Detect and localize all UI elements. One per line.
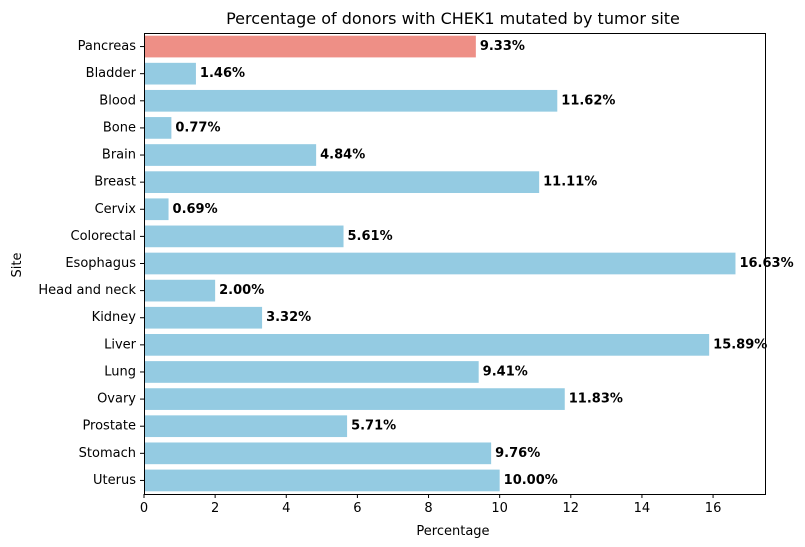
value-label-lung: 9.41%: [483, 364, 528, 379]
x-tick-label: 6: [353, 501, 361, 516]
y-tick-label-bladder: Bladder: [86, 66, 137, 81]
value-label-liver: 15.89%: [713, 337, 767, 352]
x-axis-ticks: 0 2 4 6 8 10 12 14 16: [140, 494, 721, 516]
x-tick-label: 4: [282, 501, 290, 516]
value-label-prostate: 5.71%: [351, 419, 396, 434]
x-tick-label: 12: [563, 501, 580, 516]
bar-liver: [144, 334, 710, 356]
bar-bladder: [144, 62, 196, 85]
value-label-uterus: 10.00%: [504, 473, 558, 488]
x-tick-label: 14: [634, 501, 651, 516]
plot-frame: [144, 33, 766, 495]
value-label-colorectal: 5.61%: [348, 229, 393, 244]
y-tick-label-uterus: Uterus: [93, 473, 136, 488]
y-tick-label-head-and-neck: Head and neck: [38, 283, 136, 298]
bar-bone: [144, 117, 172, 139]
bars-group: [144, 35, 736, 492]
y-tick-label-breast: Breast: [94, 175, 136, 190]
y-axis-label: Site: [10, 253, 25, 278]
value-label-head-and-neck: 2.00%: [219, 283, 264, 298]
bar-head-and-neck: [144, 279, 216, 302]
x-tick-label: 10: [491, 501, 508, 516]
y-axis-ticks: Pancreas Bladder Blood Bone Brain Breast Cervi…: [38, 39, 144, 488]
y-tick-label-pancreas: Pancreas: [78, 39, 137, 54]
bar-cervix: [144, 198, 169, 221]
value-labels-group: 9.33% 1.46% 11.62% 0.77% 4.84% 11.11% 0.69% 5.6…: [173, 39, 794, 488]
x-tick-label: 2: [211, 501, 219, 516]
value-label-breast: 11.11%: [543, 175, 597, 190]
bar-colorectal: [144, 225, 344, 248]
value-label-bladder: 1.46%: [200, 66, 245, 81]
value-label-pancreas: 9.33%: [480, 39, 525, 54]
y-tick-label-brain: Brain: [102, 148, 136, 163]
y-tick-label-ovary: Ovary: [97, 392, 136, 407]
y-tick-label-lung: Lung: [104, 364, 136, 379]
y-tick-label-cervix: Cervix: [95, 202, 137, 217]
value-label-stomach: 9.76%: [495, 446, 540, 461]
value-label-brain: 4.84%: [320, 148, 365, 163]
value-label-blood: 11.62%: [561, 93, 615, 108]
bar-brain: [144, 144, 317, 166]
value-label-cervix: 0.69%: [173, 202, 218, 217]
value-label-kidney: 3.32%: [266, 310, 311, 325]
y-tick-label-esophagus: Esophagus: [65, 256, 136, 271]
y-tick-label-kidney: Kidney: [92, 310, 137, 325]
chart-title: Percentage of donors with CHEK1 mutated …: [226, 9, 680, 28]
y-tick-label-blood: Blood: [99, 93, 136, 108]
x-axis-label: Percentage: [416, 524, 489, 539]
bar-blood: [144, 89, 558, 112]
x-tick-label: 16: [705, 501, 722, 516]
bar-lung: [144, 361, 479, 383]
x-tick-label: 8: [424, 501, 432, 516]
bar-esophagus: [144, 252, 736, 275]
bar-pancreas: [144, 35, 476, 58]
value-label-bone: 0.77%: [175, 120, 220, 135]
y-tick-label-colorectal: Colorectal: [71, 229, 136, 244]
x-tick-label: 0: [140, 501, 148, 516]
y-tick-label-stomach: Stomach: [79, 446, 136, 461]
bar-uterus: [144, 469, 500, 492]
y-tick-label-prostate: Prostate: [82, 419, 136, 434]
bar-ovary: [144, 388, 565, 410]
bar-kidney: [144, 306, 263, 329]
value-label-ovary: 11.83%: [569, 392, 623, 407]
y-tick-label-liver: Liver: [104, 337, 137, 352]
y-tick-label-bone: Bone: [103, 120, 136, 135]
bar-prostate: [144, 415, 348, 438]
value-label-esophagus: 16.63%: [739, 256, 793, 271]
bar-breast: [144, 171, 540, 193]
bar-stomach: [144, 442, 492, 465]
